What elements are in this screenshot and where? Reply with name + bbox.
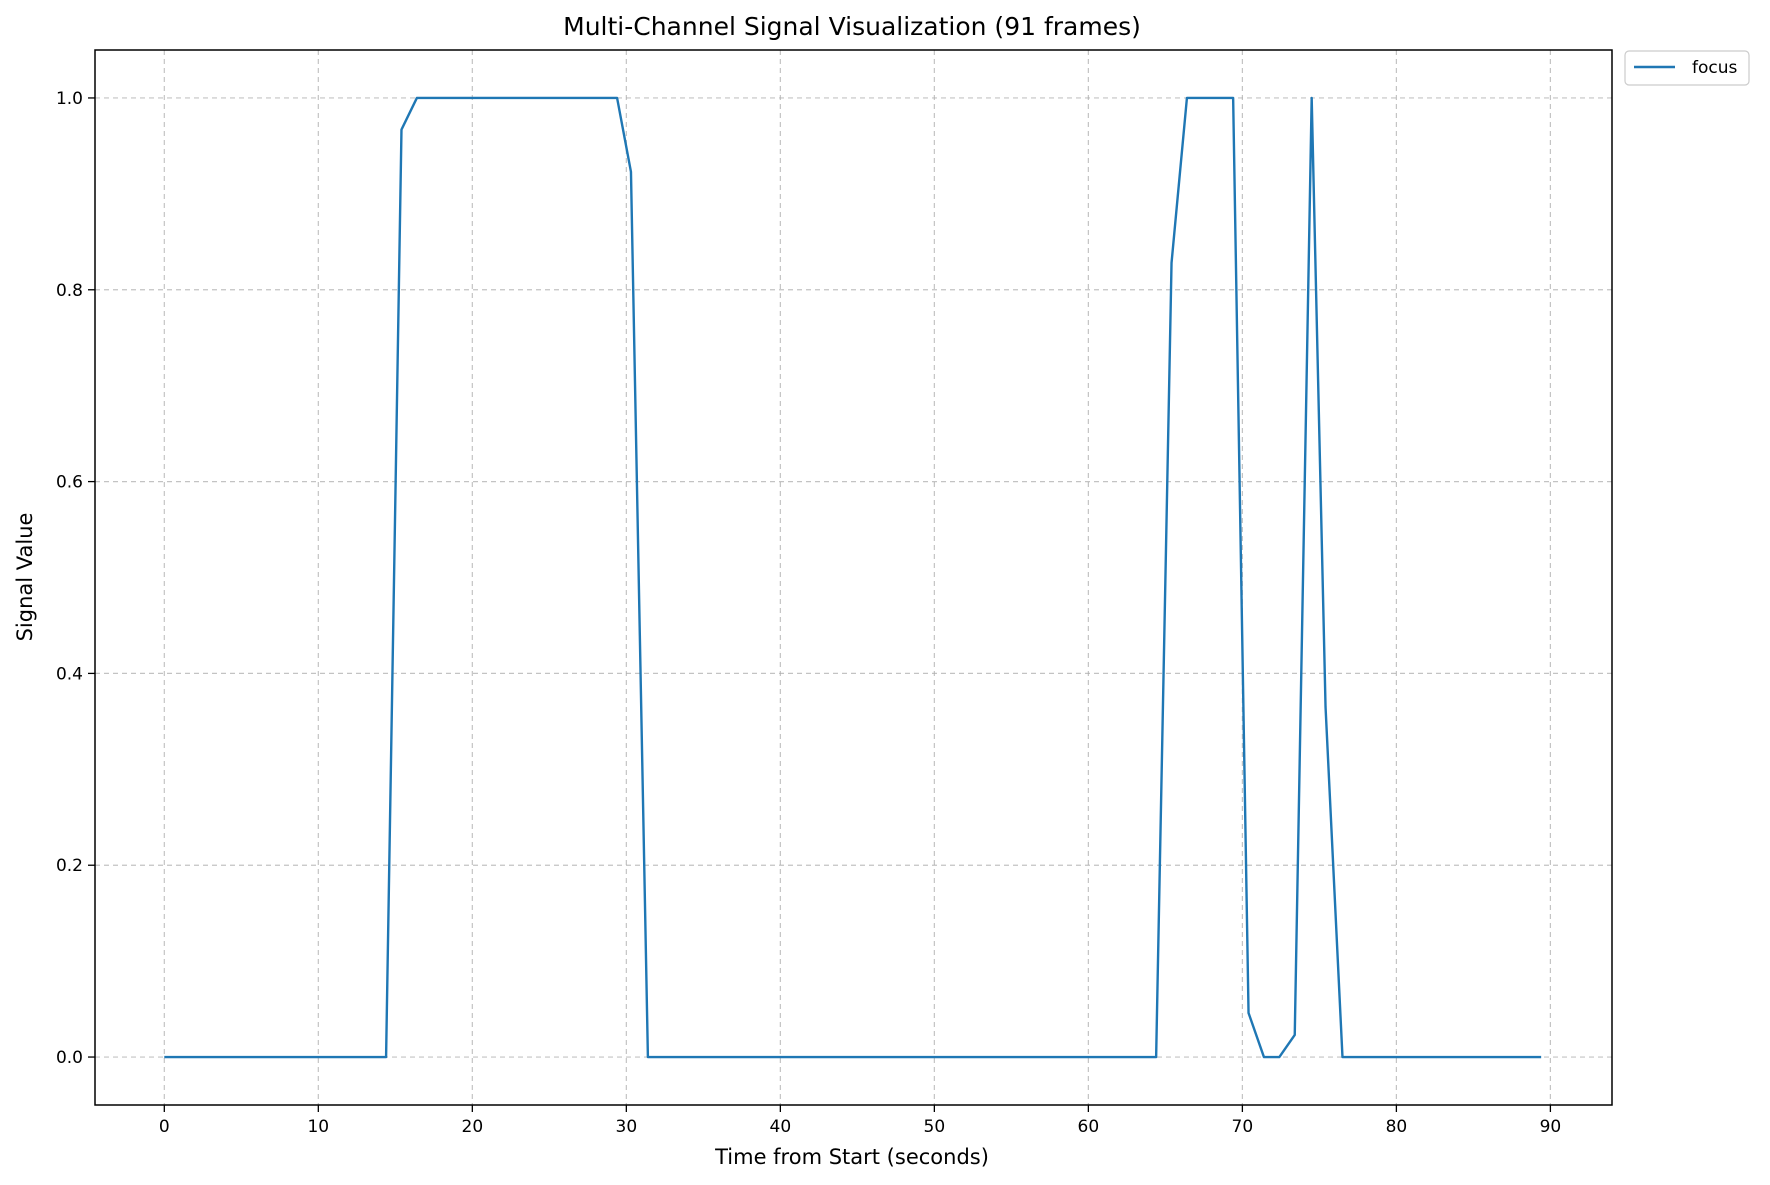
y-tick-label: 0.4 — [56, 664, 83, 684]
x-tick-label: 30 — [616, 1117, 638, 1137]
chart-title: Multi-Channel Signal Visualization (91 f… — [563, 12, 1141, 41]
x-axis-title: Time from Start (seconds) — [714, 1145, 989, 1169]
y-tick-label: 0.8 — [56, 281, 83, 301]
x-tick-label: 10 — [307, 1117, 329, 1137]
x-tick-label: 60 — [1078, 1117, 1100, 1137]
y-tick-label: 0.0 — [56, 1048, 83, 1068]
x-tick-label: 50 — [924, 1117, 946, 1137]
x-tick-label: 0 — [159, 1117, 170, 1137]
series-layer — [164, 96, 1542, 1059]
x-tick-label: 70 — [1232, 1117, 1254, 1137]
series-line-focus — [164, 96, 1542, 1059]
legend-label-focus: focus — [1692, 58, 1738, 78]
legend: focus — [1624, 50, 1750, 86]
x-tick-label: 80 — [1386, 1117, 1408, 1137]
x-tick-label: 20 — [462, 1117, 484, 1137]
grid — [95, 50, 1612, 1105]
plot-frame — [94, 49, 1613, 1106]
y-tick-label: 1.0 — [56, 89, 83, 109]
y-axis-title: Signal Value — [13, 513, 37, 642]
y-axis: 0.0 0.2 0.4 0.6 0.8 1.0 — [56, 89, 95, 1068]
x-tick-label: 40 — [770, 1117, 792, 1137]
y-tick-label: 0.6 — [56, 473, 83, 493]
x-tick-label: 90 — [1540, 1117, 1562, 1137]
y-tick-label: 0.2 — [56, 856, 83, 876]
x-axis: 0 10 20 30 40 50 60 70 80 90 — [159, 1105, 1561, 1137]
legend-box — [1624, 50, 1750, 86]
